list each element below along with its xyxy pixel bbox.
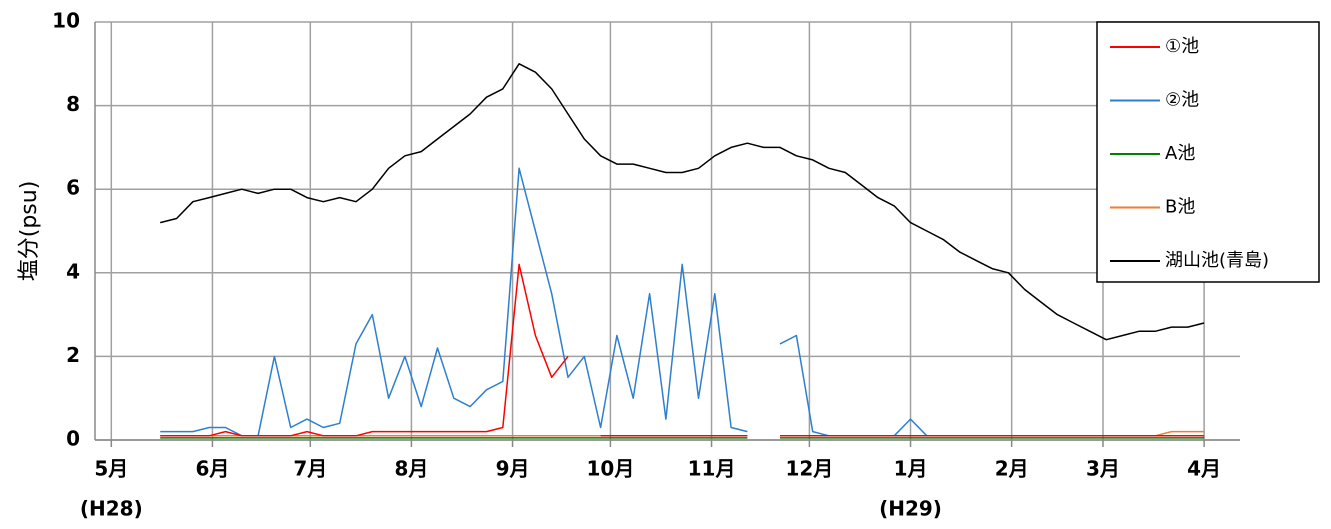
plot-area xyxy=(95,22,1240,440)
x-tick-label: 8月 xyxy=(394,457,428,481)
x-tick-label: 1月 xyxy=(894,457,928,481)
x-tick-label: 3月 xyxy=(1086,457,1120,481)
x-tick-label: 6月 xyxy=(195,457,229,481)
legend-label: B池 xyxy=(1165,197,1195,218)
legend-label: ①池 xyxy=(1165,36,1199,57)
y-tick-label: 2 xyxy=(66,343,80,367)
y-tick-label: 8 xyxy=(66,92,80,116)
x-tick-label: 4月 xyxy=(1187,457,1221,481)
y-axis-label: 塩分(psu) xyxy=(17,181,42,282)
y-tick-label: 6 xyxy=(66,176,80,200)
y-tick-label: 0 xyxy=(66,427,80,451)
legend-box xyxy=(1096,21,1320,283)
series-line xyxy=(160,263,1205,437)
x-tick-label: 5月 xyxy=(94,457,128,481)
era-label: (H29) xyxy=(879,497,942,521)
x-tick-label: 12月 xyxy=(785,457,833,481)
x-tick-label: 7月 xyxy=(293,457,327,481)
series-line xyxy=(160,63,1205,341)
y-tick-label: 4 xyxy=(66,259,80,283)
x-tick-label: 11月 xyxy=(688,457,736,481)
x-tick-label: 9月 xyxy=(496,457,530,481)
legend-label: A池 xyxy=(1165,143,1195,164)
legend-label: ②池 xyxy=(1165,90,1199,111)
era-label: (H28) xyxy=(80,497,143,521)
legend-label: 湖山池(青島) xyxy=(1165,250,1269,271)
y-tick-label: 10 xyxy=(52,9,80,33)
x-tick-label: 10月 xyxy=(586,457,634,481)
x-tick-label: 2月 xyxy=(995,457,1029,481)
